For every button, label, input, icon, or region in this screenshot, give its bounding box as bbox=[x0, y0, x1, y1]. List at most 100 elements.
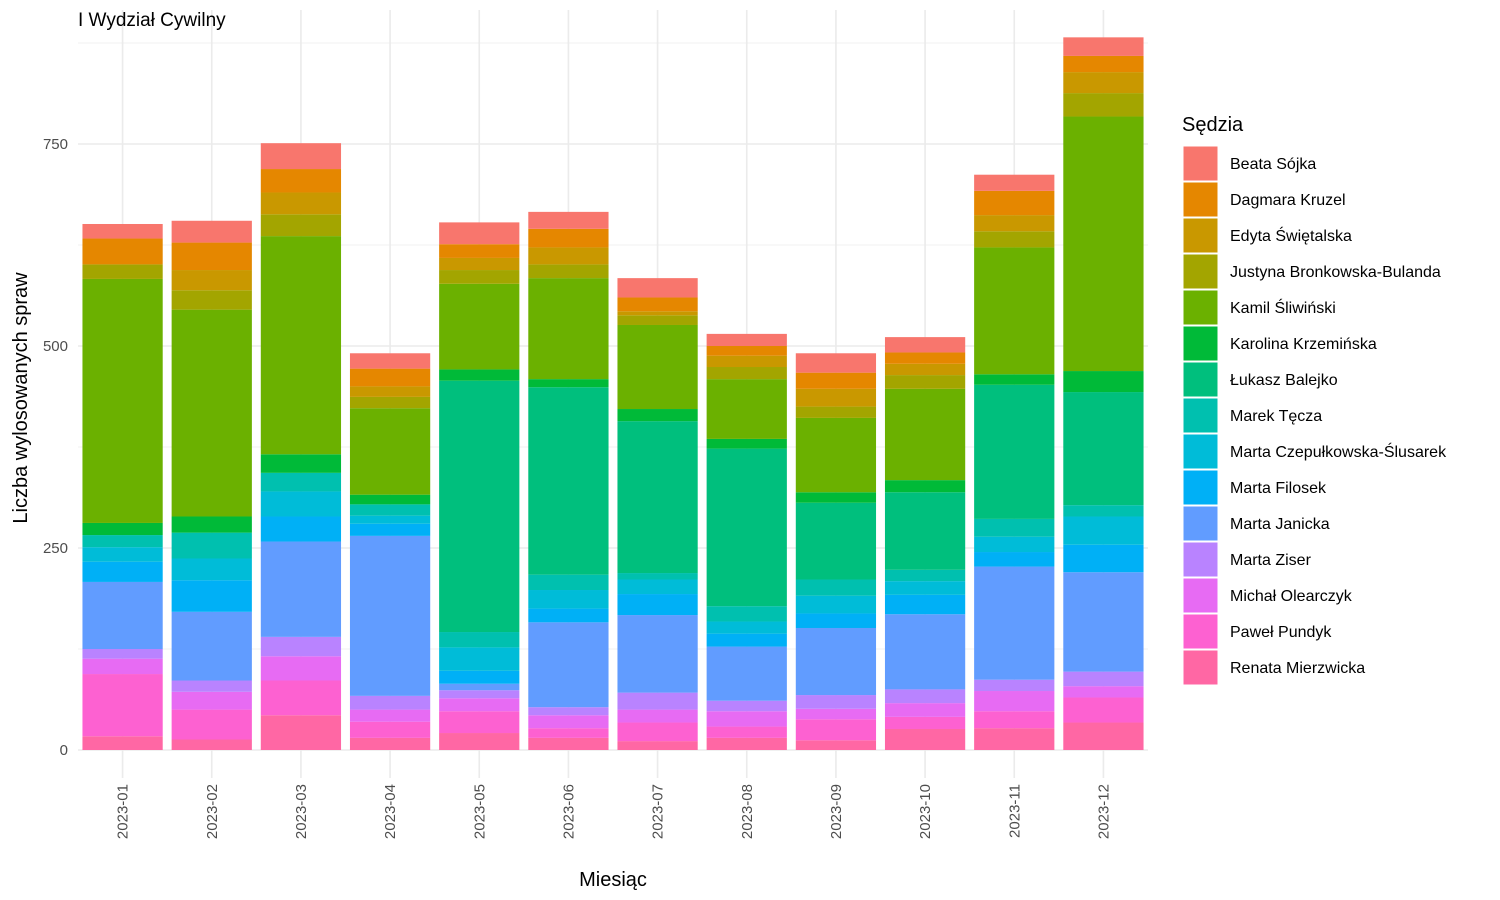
legend-swatch bbox=[1182, 289, 1219, 326]
bar-segment bbox=[82, 658, 163, 675]
bar-segment bbox=[974, 190, 1055, 216]
bar-segment bbox=[795, 353, 877, 373]
bar-segment bbox=[1063, 371, 1144, 393]
bar-segment bbox=[974, 536, 1055, 553]
bar-segment bbox=[974, 691, 1055, 712]
bar-segment bbox=[1063, 516, 1144, 545]
bar-segment bbox=[884, 337, 966, 353]
bar-segment bbox=[528, 574, 609, 591]
bar-segment bbox=[528, 228, 609, 248]
bar-segment bbox=[706, 711, 787, 727]
legend-label: Renata Mierzwicka bbox=[1230, 660, 1365, 677]
bar-segment bbox=[884, 569, 966, 582]
bar-segment bbox=[1063, 55, 1144, 73]
bar-segment bbox=[795, 502, 877, 580]
bar-segment bbox=[439, 670, 520, 684]
bar-segment bbox=[349, 515, 431, 524]
x-tick-label: 2023-02 bbox=[204, 784, 221, 839]
bar-segment bbox=[706, 333, 787, 346]
legend-swatch bbox=[1182, 577, 1219, 614]
legend-swatch bbox=[1182, 541, 1219, 578]
bar-segment bbox=[349, 386, 431, 397]
y-tick-label: 750 bbox=[43, 136, 68, 153]
bar-segment bbox=[439, 380, 520, 633]
bar-segment bbox=[528, 247, 609, 265]
bar-segment bbox=[528, 707, 609, 716]
bar-segment bbox=[439, 698, 520, 712]
legend-swatch bbox=[1182, 181, 1219, 218]
bar-segment bbox=[349, 709, 431, 722]
bar-segment bbox=[795, 627, 877, 696]
legend-label: Edyta Świętalska bbox=[1230, 226, 1352, 245]
bar-segment bbox=[82, 223, 163, 239]
bar-segment bbox=[349, 695, 431, 710]
bar-segment bbox=[795, 388, 877, 407]
legend-swatch bbox=[1182, 613, 1219, 650]
bar-segment bbox=[795, 372, 877, 389]
bar-segment bbox=[974, 518, 1055, 537]
bar-segment bbox=[171, 532, 252, 559]
bar-segment bbox=[82, 561, 163, 582]
bar-segment bbox=[617, 594, 698, 616]
bar-segment bbox=[1063, 116, 1144, 372]
ticks-layer: 0 250 500 750 2023-01 2023-02 2023-03 2023-04 20… bbox=[43, 136, 1112, 839]
bar-segment bbox=[795, 417, 877, 493]
bar-segment bbox=[706, 606, 787, 622]
bar-segment bbox=[171, 580, 252, 612]
bar-segment bbox=[706, 438, 787, 449]
legend-swatch bbox=[1182, 217, 1219, 254]
bar-segment bbox=[82, 264, 163, 279]
bar-segment bbox=[706, 726, 787, 738]
bar-segment bbox=[439, 690, 520, 699]
y-tick-label: 500 bbox=[43, 338, 68, 355]
bar-segment bbox=[974, 374, 1055, 385]
bar-segment bbox=[349, 535, 431, 696]
bar-segment bbox=[795, 595, 877, 614]
bar-segment bbox=[82, 278, 163, 523]
x-tick-label: 2023-08 bbox=[739, 784, 756, 839]
bar-segment bbox=[617, 615, 698, 693]
legend-label: Marta Ziser bbox=[1230, 552, 1312, 569]
bar-segment bbox=[706, 355, 787, 368]
legend-label: Łukasz Balejko bbox=[1230, 372, 1338, 389]
bar-segment bbox=[706, 700, 787, 712]
bar-segment bbox=[439, 283, 520, 370]
bar-segment bbox=[795, 740, 877, 750]
bar-segment bbox=[706, 646, 787, 701]
bar-segment bbox=[1063, 392, 1144, 506]
bar-segment bbox=[884, 375, 966, 389]
bars-layer bbox=[82, 37, 1144, 750]
bar-segment bbox=[439, 647, 520, 671]
bar-segment bbox=[82, 547, 163, 562]
bar-segment bbox=[439, 244, 520, 258]
x-tick-label: 2023-12 bbox=[1095, 784, 1112, 839]
y-tick-label: 250 bbox=[43, 540, 68, 557]
bar-segment bbox=[349, 353, 431, 369]
bar-segment bbox=[1063, 671, 1144, 687]
legend-swatch bbox=[1182, 433, 1219, 470]
bar-segment bbox=[439, 270, 520, 284]
x-tick-label: 2023-10 bbox=[917, 784, 934, 839]
bar-segment bbox=[260, 636, 342, 657]
bar-segment bbox=[884, 614, 966, 690]
bar-segment bbox=[171, 709, 252, 740]
bar-segment bbox=[171, 242, 252, 271]
bar-segment bbox=[528, 278, 609, 380]
bar-segment bbox=[617, 573, 698, 580]
bar-segment bbox=[884, 388, 966, 481]
x-tick-label: 2023-04 bbox=[382, 784, 399, 839]
bar-segment bbox=[795, 695, 877, 709]
legend-swatch bbox=[1182, 469, 1219, 506]
bar-segment bbox=[884, 581, 966, 595]
bar-segment bbox=[171, 691, 252, 710]
bar-segment bbox=[974, 566, 1055, 680]
bar-segment bbox=[1063, 572, 1144, 672]
bar-segment bbox=[617, 579, 698, 595]
bar-segment bbox=[260, 516, 342, 542]
bar-segment bbox=[260, 454, 342, 473]
bar-segment bbox=[706, 448, 787, 607]
x-tick-label: 2023-09 bbox=[828, 784, 845, 839]
bar-segment bbox=[260, 143, 342, 170]
bar-segment bbox=[349, 523, 431, 536]
bar-segment bbox=[349, 494, 431, 505]
